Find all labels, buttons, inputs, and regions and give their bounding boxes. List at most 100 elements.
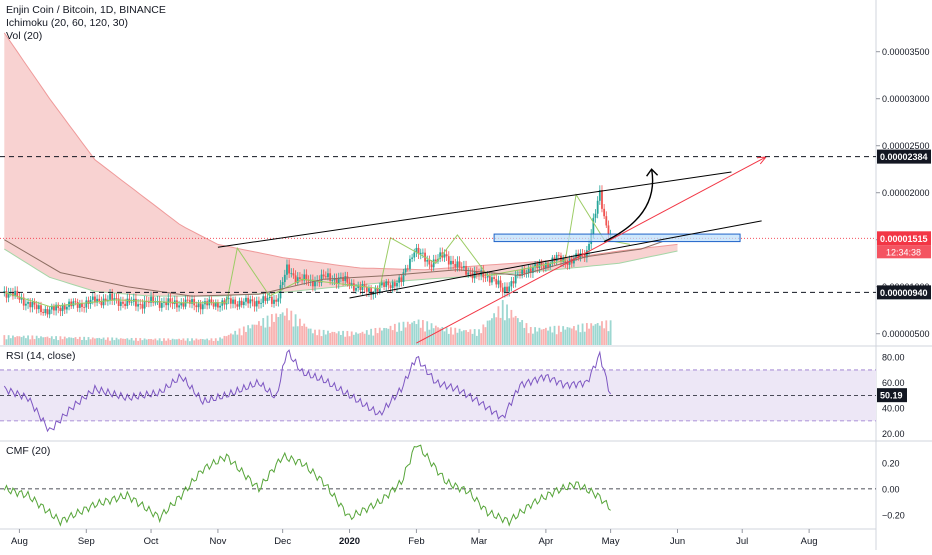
volume-bar <box>562 326 565 345</box>
candle-body <box>50 306 53 310</box>
candle-body <box>102 298 105 306</box>
volume-bar <box>475 335 478 345</box>
volume-bar <box>508 318 511 345</box>
volume-bar <box>18 336 21 345</box>
volume-bar <box>523 327 526 345</box>
candle-body <box>249 299 252 304</box>
volume-bar <box>3 335 6 345</box>
volume-bar <box>5 339 8 345</box>
volume-bar <box>514 315 517 345</box>
candle-body <box>126 298 129 306</box>
candle-body <box>53 306 55 311</box>
candle-body <box>462 266 465 268</box>
volume-bar <box>439 328 442 345</box>
base-line <box>4 239 663 297</box>
candle-body <box>240 300 243 306</box>
volume-bar <box>417 319 420 345</box>
candle-body <box>417 247 420 255</box>
candle-body <box>391 282 394 289</box>
candle-body <box>363 284 366 287</box>
candle-body <box>562 257 565 262</box>
time-tick-label: Sep <box>78 536 95 547</box>
cmf-legend[interactable]: CMF (20) <box>6 445 50 457</box>
volume-bar <box>314 329 316 345</box>
volume-bar <box>322 329 325 345</box>
candle-body <box>260 302 262 304</box>
volume-bar <box>368 334 370 345</box>
candle-body <box>368 288 370 292</box>
volume-bar <box>268 326 271 345</box>
volume-bar <box>499 317 502 345</box>
volume-bar <box>421 320 424 345</box>
volume-legend[interactable]: Vol (20) <box>6 30 42 42</box>
price-axis[interactable]: 0.000005000.000010000.000015000.00002000… <box>876 47 931 520</box>
candle-body <box>475 271 478 274</box>
candle-body <box>160 302 163 308</box>
candle-body <box>510 281 513 287</box>
volume-bar <box>419 327 422 345</box>
rsi-value-label: 50.19 <box>880 391 903 401</box>
volume-bar <box>281 312 284 345</box>
volume-bar <box>76 338 79 345</box>
candle-body <box>305 274 308 281</box>
candle-body <box>596 200 599 214</box>
volume-bar <box>568 327 571 345</box>
projection-arrow[interactable] <box>603 169 654 243</box>
candle-body <box>9 292 12 294</box>
candle-body <box>169 298 172 303</box>
volume-bar <box>441 326 444 345</box>
volume-bar <box>525 323 528 345</box>
volume-bar <box>519 322 521 345</box>
candle-body <box>547 262 549 267</box>
volume-bar <box>253 324 256 345</box>
candle-body <box>201 304 204 310</box>
volume-bar <box>156 340 159 345</box>
volume-bar <box>473 329 476 345</box>
volume-bar <box>128 339 131 345</box>
candle-body <box>355 287 357 291</box>
candle-body <box>141 304 144 309</box>
candle-body <box>542 265 545 269</box>
volume-bar <box>357 333 360 345</box>
volume-bar <box>337 331 340 345</box>
volume-bar <box>238 328 241 345</box>
candle-body <box>396 282 398 287</box>
candle-body <box>426 260 429 262</box>
volume-bar <box>63 336 66 345</box>
volume-bar <box>400 330 403 345</box>
cmf-tick-label: 0.20 <box>882 458 900 468</box>
volume-bar <box>428 329 431 345</box>
trendline[interactable] <box>416 156 767 344</box>
volume-bar <box>184 340 187 345</box>
volume-bar <box>186 338 189 345</box>
volume-bar <box>109 340 111 345</box>
volume-bar <box>553 325 556 345</box>
candle-body <box>42 312 45 314</box>
candle-body <box>516 273 519 275</box>
drawings-layer[interactable] <box>0 156 876 344</box>
volume-bar <box>516 318 519 345</box>
candle-body <box>130 301 133 303</box>
volume-bar <box>465 330 467 345</box>
volume-bar <box>590 323 593 345</box>
candle-body <box>275 299 278 302</box>
ichimoku-legend[interactable]: Ichimoku (20, 60, 120, 30) <box>6 17 128 29</box>
volume-bar <box>512 317 515 345</box>
trendline[interactable] <box>217 171 732 248</box>
candle-body <box>443 254 446 258</box>
candle-body <box>503 286 506 293</box>
candle-body <box>29 301 32 308</box>
price-tick-label: 0.00003500 <box>882 47 930 57</box>
candle-body <box>12 292 14 297</box>
volume-bar <box>381 330 383 345</box>
time-axis[interactable]: Aug Sep Oct Nov Dec 2020 Feb Mar Apr May Jun Jul Aug <box>11 529 818 547</box>
volume-bar <box>137 340 139 345</box>
candle-body <box>320 274 323 283</box>
candle-body <box>340 276 342 278</box>
trendline[interactable] <box>349 220 762 299</box>
ichimoku-cloud-area <box>4 32 678 297</box>
rsi-legend[interactable]: RSI (14, close) <box>6 350 75 362</box>
price-level-label: 0.00000940 <box>880 288 928 298</box>
candle-body <box>182 302 185 307</box>
